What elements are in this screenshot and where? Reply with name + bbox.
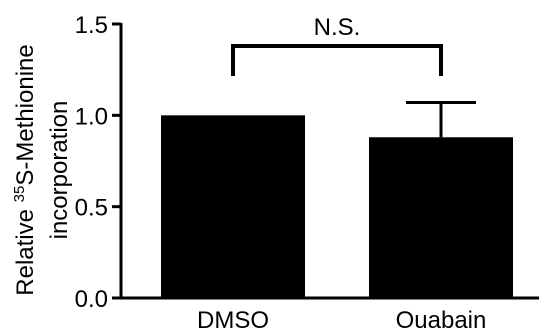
- significance-label: N.S.: [314, 14, 361, 41]
- y-tick-label: 1.0: [75, 103, 108, 130]
- y-tick-label: 0.5: [75, 195, 108, 222]
- bar-ouabain: [369, 137, 513, 298]
- x-axis: DMSO Ouabain: [120, 296, 539, 330]
- y-axis: 0.0 0.5 1.0 1.5: [75, 12, 123, 313]
- y-axis-label-line1: Relative 35S-Methionine: [11, 44, 39, 295]
- bar-series: [161, 115, 513, 298]
- y-axis-label-suffix: S-Methionine: [12, 44, 39, 185]
- significance-bracket: [231, 44, 443, 76]
- y-axis-label-superscript: 35: [11, 186, 28, 203]
- y-tick-label: 1.5: [75, 12, 108, 39]
- error-bar-series: [406, 101, 476, 138]
- x-tick-label: Ouabain: [396, 307, 487, 330]
- y-axis-label-prefix: Relative: [12, 202, 39, 295]
- y-axis-label-line2: incorporation: [46, 101, 73, 240]
- significance-annotation: N.S.: [231, 14, 443, 76]
- y-tick-label: 0.0: [75, 286, 108, 313]
- bar-dmso: [161, 115, 305, 298]
- x-tick-label: DMSO: [197, 307, 269, 330]
- y-axis-label: Relative 35S-Methionine incorporation: [11, 44, 73, 295]
